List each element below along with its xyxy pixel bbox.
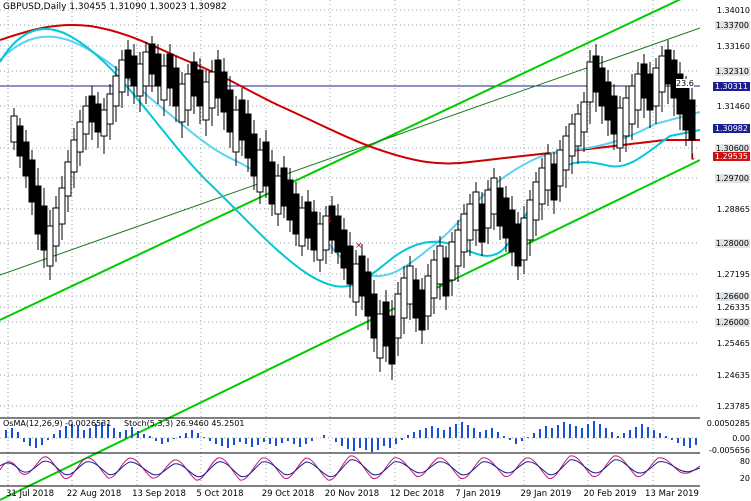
y-tick-label: 1.31460	[716, 102, 750, 111]
svg-text:×: ×	[355, 241, 363, 251]
y-tick-label: 1.28865	[716, 205, 750, 214]
y-tick-label: 1.25465	[716, 339, 750, 348]
x-tick-label: 20 Feb 2019	[583, 489, 637, 499]
stoch-y-tick-bottom: 20	[739, 474, 750, 483]
x-tick-label: 13 Sep 2018	[132, 489, 186, 499]
horizontal-gridlines	[0, 9, 700, 407]
price-chart-pane[interactable]: ↓ × ↓	[0, 0, 700, 501]
y-tick-label-boxed: 1.26000	[714, 318, 750, 327]
y-tick-label-boxed: 1.32310	[714, 67, 750, 76]
y-tick-label-boxed: 1.33700	[714, 21, 750, 30]
y-tick-label-boxed: 1.29700	[714, 174, 750, 183]
stop-price-tag: 1.29535	[712, 152, 750, 161]
current-price-tag: 1.30982	[712, 124, 750, 133]
y-tick-label-boxed: 1.26600	[714, 292, 750, 301]
stoch-lines	[0, 455, 700, 481]
x-tick-label: 5 Oct 2018	[196, 489, 244, 499]
candlestick-series	[10, 36, 696, 380]
stoch-y-tick-top: 80	[739, 457, 750, 466]
svg-text:↓: ↓	[326, 215, 334, 225]
stoch-indicator-label: Stoch(5,3,3) 26.9460 45.2501	[124, 419, 245, 428]
x-tick-label: 29 Jan 2019	[520, 489, 572, 499]
y-tick-label: 1.24635	[716, 371, 750, 380]
x-tick-label: 31 Jul 2018	[5, 489, 55, 499]
osma-y-tick-zero: 0.00	[732, 434, 750, 443]
x-tick-label: 29 Oct 2018	[261, 489, 315, 499]
price-chart-svg: ↓ × ↓	[0, 0, 700, 501]
y-tick-label: 1.33160	[716, 42, 750, 51]
y-tick-label: 1.27195	[716, 270, 750, 279]
x-tick-label: 13 Mar 2019	[645, 489, 699, 499]
x-tick-label: 12 Dec 2018	[389, 489, 445, 499]
channel-lower-line	[0, 159, 700, 501]
osma-y-tick-top: 0.0050285	[706, 419, 750, 428]
trendline	[0, 27, 700, 276]
osma-indicator-label: OsMA(12,26,9) -0.0026531	[3, 419, 112, 428]
channel-upper-line	[0, 0, 682, 321]
chart-header-label: GBPUSD,Daily 1.30455 1.31090 1.30023 1.3…	[3, 2, 227, 12]
x-tick-label: 20 Nov 2018	[324, 489, 380, 499]
y-tick-label: 1.26335	[716, 303, 750, 312]
y-tick-label-boxed: 1.28000	[714, 239, 750, 248]
svg-text:↓: ↓	[689, 153, 697, 163]
price-axis-pane[interactable]: 1.34010 1.33700 1.33160 1.32310 1.31460 …	[700, 0, 751, 501]
x-tick-label: 22 Aug 2018	[66, 489, 122, 499]
y-tick-label: 1.34010	[716, 6, 750, 15]
signal-markers: ↓ × ↓	[326, 153, 697, 251]
fib-236-label: 23.6	[676, 79, 694, 88]
y-tick-label-boxed: 1.30600	[714, 144, 750, 153]
fib-price-tag: 1.30311	[712, 82, 750, 91]
osma-y-tick-bottom: -0.005656	[708, 446, 750, 455]
x-tick-label: 7 Jan 2019	[455, 489, 501, 499]
y-tick-label: 1.23785	[716, 402, 750, 411]
osma-histogram	[5, 421, 697, 452]
